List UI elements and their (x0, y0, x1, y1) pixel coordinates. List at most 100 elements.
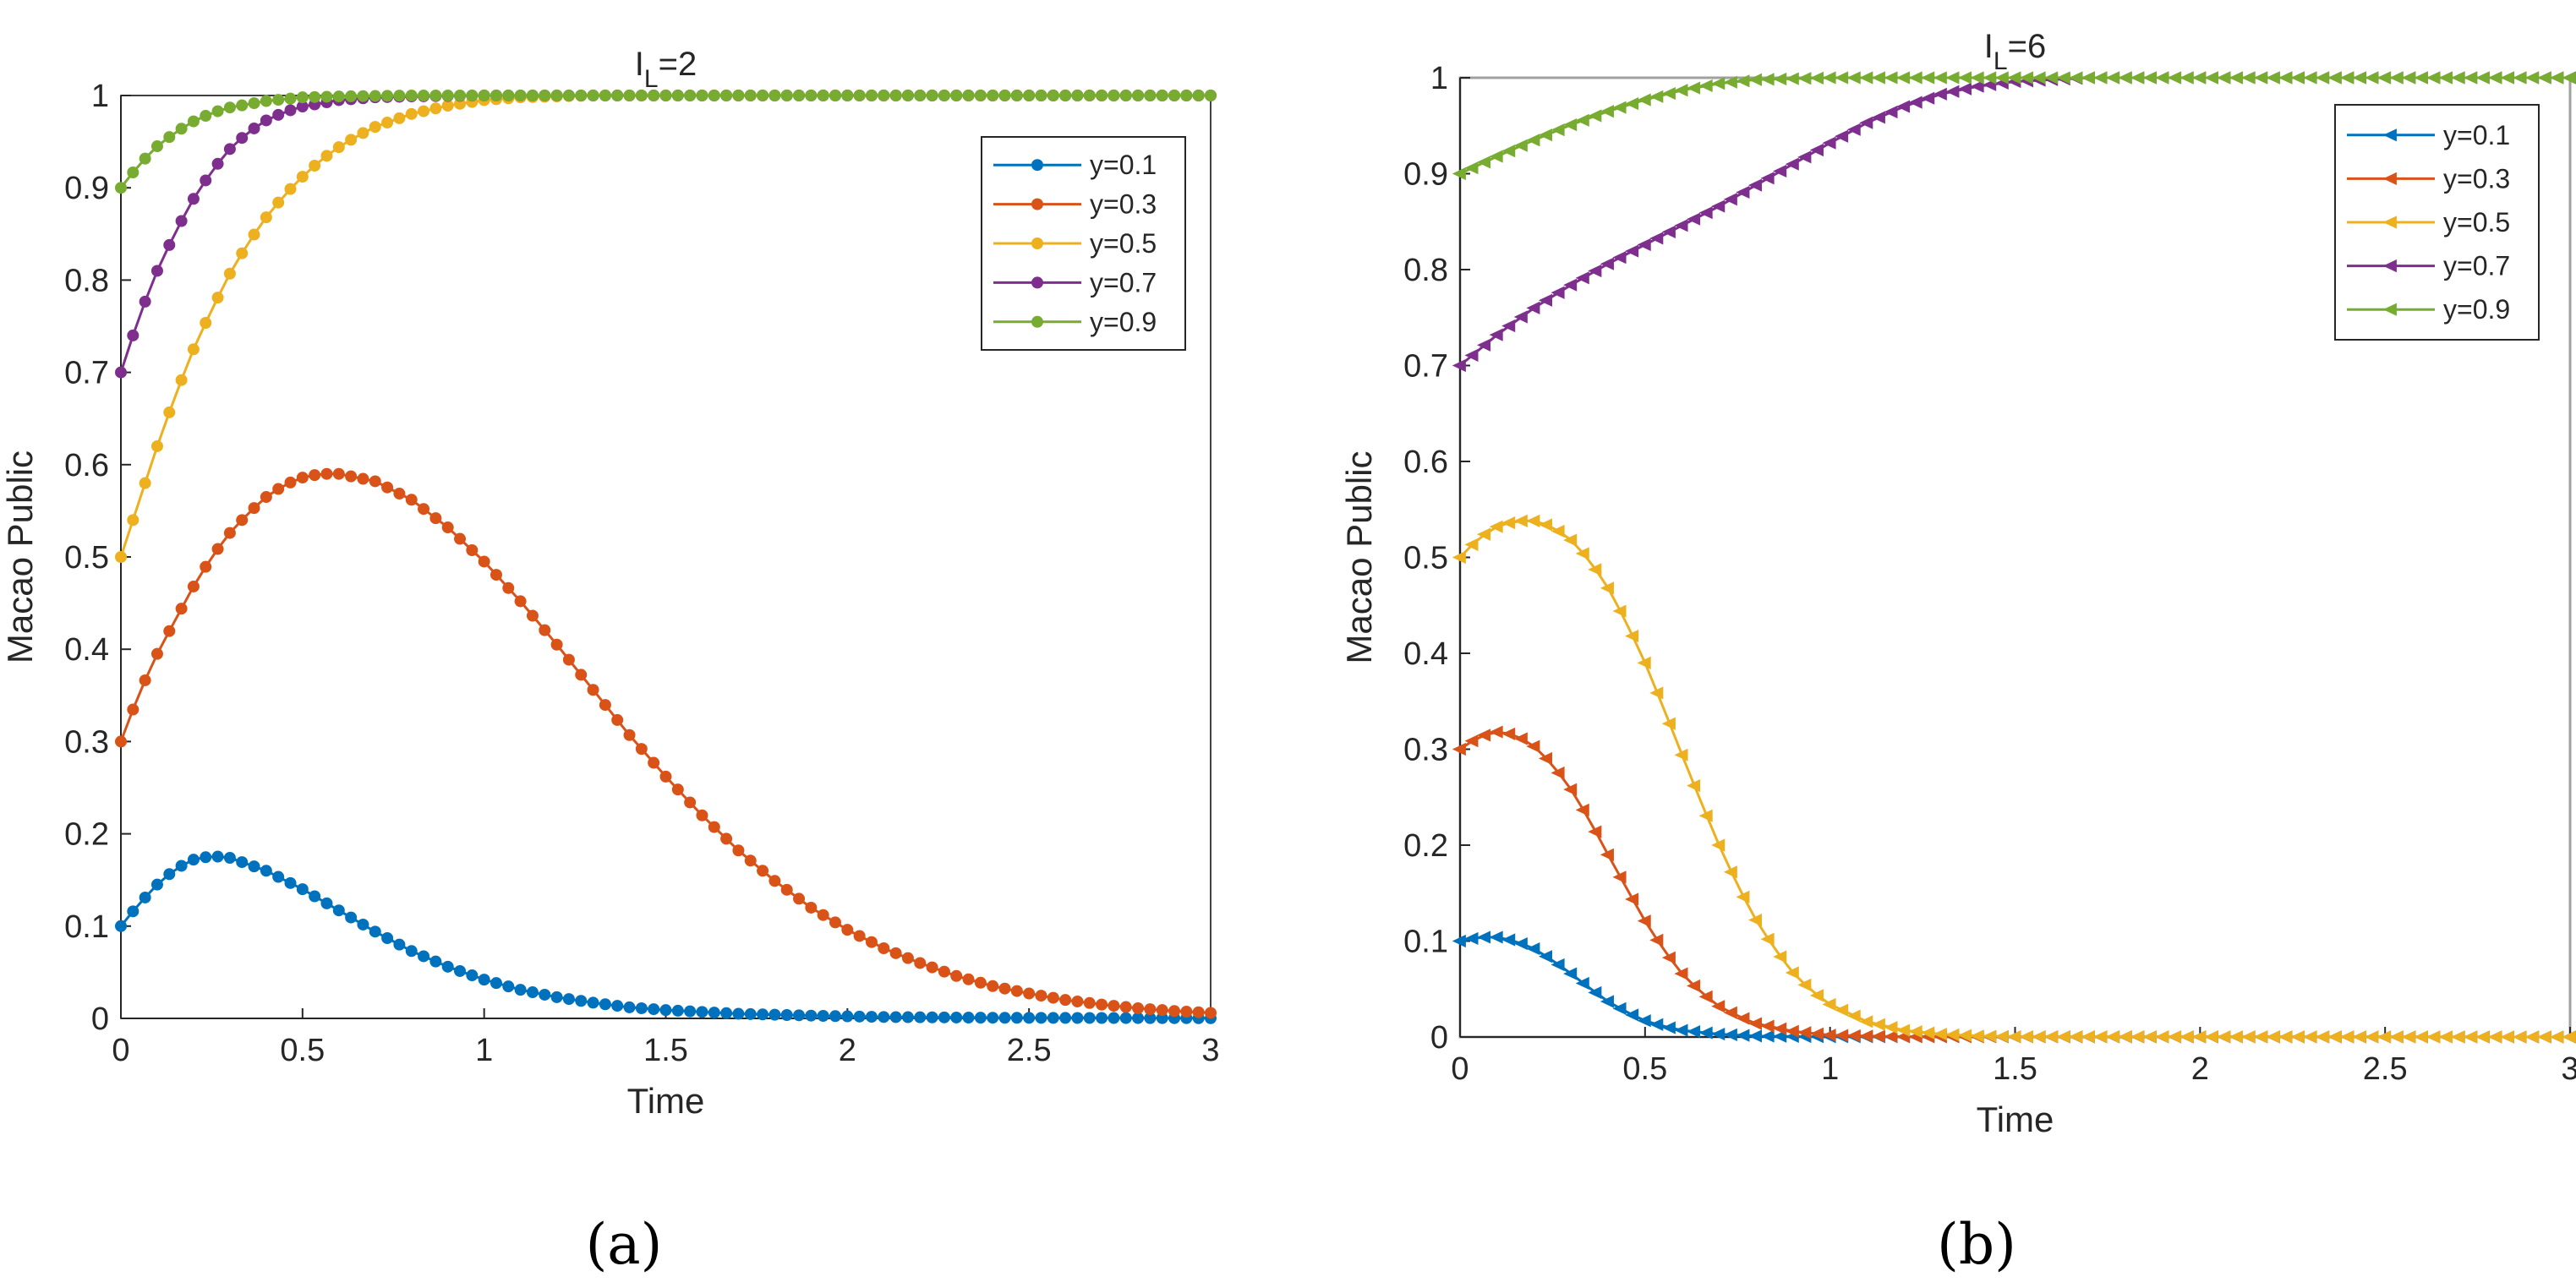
data-point (599, 699, 611, 712)
data-point (696, 809, 708, 821)
data-point (1588, 825, 1602, 838)
data-point (357, 472, 369, 485)
data-point (345, 134, 358, 146)
data-point (1551, 286, 1565, 299)
legend-item: y=0.5 (2347, 207, 2510, 237)
data-point (780, 90, 793, 101)
data-point (272, 483, 285, 495)
data-point (1846, 1009, 1861, 1023)
data-point (1452, 550, 1466, 565)
chart-title: IL=6 (1984, 28, 2046, 75)
data-point (127, 166, 139, 178)
data-point (345, 911, 358, 924)
data-point (1180, 1005, 1193, 1018)
legend-item: y=0.7 (2347, 251, 2510, 281)
data-point (878, 942, 890, 955)
x-tick-label: 2 (2191, 1051, 2209, 1087)
data-point (357, 918, 369, 931)
data-point (1588, 985, 1602, 1000)
data-point (1588, 109, 1602, 123)
data-point (150, 140, 163, 153)
data-point (272, 870, 285, 883)
data-point (332, 904, 345, 917)
data-point (1797, 150, 1812, 164)
data-point (1168, 1005, 1181, 1018)
data-point (732, 90, 745, 101)
data-point (987, 980, 999, 992)
data-point (696, 90, 708, 101)
data-point (1674, 219, 1688, 232)
data-point (1096, 998, 1108, 1011)
data-point (659, 90, 672, 101)
data-point (284, 183, 297, 195)
data-point (1835, 129, 1849, 143)
legend: y=0.1 y=0.3 y=0.5 y=0.7 y=0.9 (981, 136, 1186, 351)
data-point (187, 854, 200, 866)
data-point (127, 703, 139, 716)
data-point (489, 569, 502, 581)
data-point (381, 90, 394, 102)
data-point (1575, 976, 1589, 991)
data-point (1785, 1024, 1799, 1038)
data-point (1477, 729, 1491, 742)
data-point (320, 897, 333, 909)
data-point (248, 860, 260, 873)
legend-label: y=0.7 (2443, 251, 2510, 281)
data-point (345, 90, 358, 102)
data-point (1035, 1012, 1047, 1024)
data-point (369, 121, 381, 134)
data-point (1551, 766, 1565, 780)
data-point (1031, 198, 1043, 210)
data-point (744, 90, 757, 101)
y-tick-label: 0.5 (1403, 541, 1448, 576)
legend-item: y=0.1 (993, 150, 1157, 180)
y-tick-label: 0 (91, 1001, 109, 1037)
data-point (1192, 1006, 1205, 1018)
data-point (1674, 84, 1688, 97)
data-point (1773, 950, 1787, 963)
data-point (1612, 604, 1627, 618)
x-tick-label: 2.5 (2363, 1051, 2408, 1087)
data-point (200, 560, 212, 573)
data-point (393, 488, 406, 500)
data-point (1031, 315, 1043, 328)
data-point (236, 99, 249, 112)
data-point (587, 90, 599, 101)
x-tick-label: 0.5 (280, 1033, 325, 1068)
data-point (1637, 237, 1651, 252)
data-point (865, 936, 878, 948)
data-point (1464, 161, 1479, 175)
data-point (1538, 128, 1553, 142)
data-point (1031, 276, 1043, 289)
data-point (1489, 150, 1503, 163)
data-point (732, 1007, 745, 1020)
data-point (1846, 123, 1861, 136)
data-point (1010, 90, 1023, 101)
chart-title: IL=2 (635, 46, 697, 93)
data-point (962, 1012, 975, 1024)
data-point (539, 90, 551, 101)
data-point (684, 796, 697, 809)
data-point (1661, 86, 1676, 101)
data-point (211, 850, 224, 863)
y-tick-label: 0.2 (1403, 828, 1448, 864)
data-point (1563, 118, 1578, 132)
data-point (1563, 278, 1578, 292)
data-point (284, 92, 297, 105)
data-point (1884, 105, 1898, 119)
data-point (1612, 1001, 1627, 1015)
data-point (1452, 358, 1466, 373)
data-point (562, 993, 575, 1006)
data-point (2382, 303, 2397, 316)
data-point (248, 122, 260, 134)
data-point (1144, 1003, 1157, 1016)
y-tick-label: 0.9 (64, 171, 109, 206)
data-point (889, 947, 902, 959)
data-point (1563, 533, 1578, 547)
data-point (1625, 892, 1639, 906)
data-point (901, 90, 914, 101)
series-y=0.9 (115, 90, 1217, 194)
data-point (139, 891, 151, 903)
data-point (829, 916, 842, 929)
data-point (889, 90, 902, 101)
